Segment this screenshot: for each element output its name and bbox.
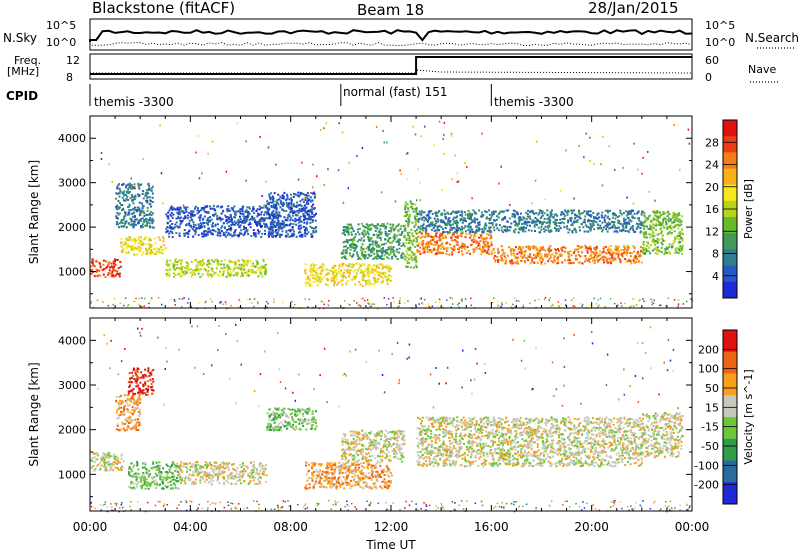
power-heatmap: [90, 120, 693, 310]
power-colorbar-segment: [723, 120, 737, 137]
velocity-colorbar-segment: [723, 330, 737, 353]
power-ytick-label: 2000: [58, 221, 86, 234]
power-colorbar-segment: [723, 233, 737, 250]
velocity-heatmap: [90, 323, 691, 513]
nsearch-label: N.Search: [745, 31, 800, 45]
velocity-ytick-label: 1000: [58, 468, 86, 481]
freq-unit-label: [MHz]: [7, 65, 40, 78]
power-colorbar-segment: [723, 265, 737, 283]
power-ytick-label: 1000: [58, 266, 86, 279]
velocity-colorbar-segment: [723, 438, 737, 461]
power-colorbar-segment: [723, 136, 737, 153]
power-colorbar-segment: [723, 281, 737, 299]
velocity-colorbar-segment: [723, 417, 737, 440]
xtick-label: 20:00: [574, 520, 609, 534]
velocity-colorbar-label: Velocity [m s^-1]: [742, 369, 755, 464]
power-colorbar-tick-label: 24: [705, 159, 719, 172]
xtick-label: 00:00: [675, 520, 710, 534]
power-colorbar-segment: [723, 217, 737, 234]
velocity-ylabel: Slant Range [km]: [27, 362, 41, 466]
nsearch-series-line: [89, 41, 693, 47]
velocity-colorbar-tick-label: 200: [698, 343, 719, 356]
velocity-colorbar-tick-label: 50: [705, 382, 719, 395]
station-title: Blackstone (fitACF): [92, 0, 236, 17]
velocity-ytick-label: 4000: [58, 334, 86, 347]
velocity-colorbar-frame: [722, 329, 738, 505]
nave-tick-high: 60: [705, 54, 719, 67]
nsearch-tick-low: 10^0: [705, 36, 736, 49]
nsky-tick-low: 10^0: [46, 36, 77, 49]
velocity-ytick-label: 3000: [58, 379, 86, 392]
power-colorbar-tick-label: 28: [705, 136, 719, 149]
velocity-colorbar-tick-label: -50: [701, 440, 719, 453]
xtick-label: 08:00: [273, 520, 308, 534]
power-colorbar-tick-label: 12: [705, 225, 719, 238]
power-colorbar-segment: [723, 152, 737, 170]
power-ytick-label: 4000: [58, 132, 86, 145]
velocity-ytick-label: 2000: [58, 424, 86, 437]
power-colorbar-tick-label: 4: [712, 270, 719, 283]
power-colorbar-segment: [723, 184, 737, 202]
power-colorbar-label: Power [dB]: [742, 179, 755, 239]
freq-series-line: [90, 56, 692, 75]
velocity-colorbar-segment: [723, 460, 737, 483]
nsky-series-line: [89, 29, 693, 42]
nsky-tick-high: 10^5: [46, 19, 77, 32]
nave-tick-low: 0: [705, 71, 712, 84]
velocity-colorbar-segment: [723, 373, 737, 396]
xtick-label: 04:00: [173, 520, 208, 534]
nave-label: Nave: [748, 63, 777, 76]
power-ytick-label: 3000: [58, 177, 86, 190]
freq-tick-low: 8: [66, 71, 73, 84]
xtick-label: 12:00: [374, 520, 409, 534]
power-colorbar-tick-label: 16: [705, 203, 719, 216]
power-colorbar-segment: [723, 168, 737, 186]
velocity-colorbar-tick-label: -100: [694, 459, 719, 472]
x-axis-label: Time UT: [365, 538, 416, 552]
velocity-colorbar-tick-label: -200: [694, 479, 719, 492]
velocity-colorbar-segment: [723, 395, 737, 418]
power-colorbar-tick-label: 8: [712, 248, 719, 261]
xtick-label: 16:00: [474, 520, 509, 534]
cpid-segment-2: normal (fast) 151: [343, 85, 448, 99]
nsky-label: N.Sky: [3, 31, 38, 45]
velocity-colorbar-tick-label: 100: [698, 363, 719, 376]
velocity-colorbar-segment: [723, 351, 737, 374]
freq-tick-high: 12: [66, 54, 80, 67]
velocity-colorbar-tick-label: 15: [705, 401, 719, 414]
nave-series-line: [90, 69, 693, 74]
cpid-segment-1: themis -3300: [94, 95, 174, 109]
date-label: 28/Jan/2015: [588, 0, 679, 17]
beam-label: Beam 18: [357, 1, 425, 19]
xtick-label: 00:00: [73, 520, 108, 534]
freq-label: Freq.: [14, 54, 42, 67]
power-colorbar-segment: [723, 249, 737, 267]
cpid-segment-3: themis -3300: [494, 95, 574, 109]
power-ylabel: Slant Range [km]: [27, 160, 41, 264]
power-colorbar-tick-label: 20: [705, 181, 719, 194]
nsearch-tick-high: 10^5: [705, 19, 736, 32]
velocity-colorbar-segment: [723, 482, 737, 505]
freq-panel-frame: [89, 53, 693, 80]
cpid-label: CPID: [6, 89, 39, 103]
velocity-colorbar-tick-label: -15: [701, 421, 719, 434]
